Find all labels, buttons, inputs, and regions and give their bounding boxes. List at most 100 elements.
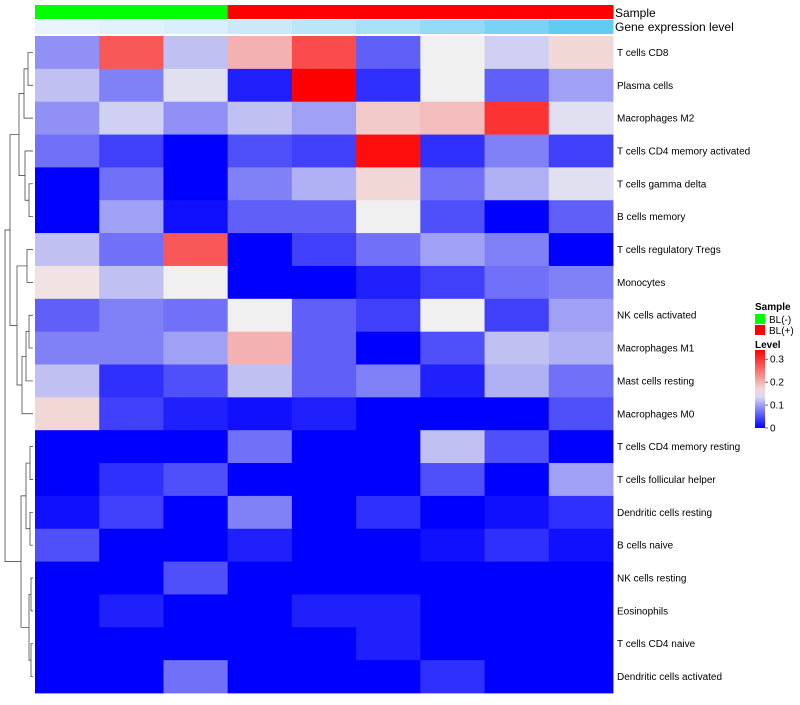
heatmap-cell xyxy=(35,660,100,694)
heatmap-cell xyxy=(35,68,100,103)
heatmap-cell xyxy=(35,364,100,398)
heatmap-cell xyxy=(548,430,614,464)
heatmap-cell xyxy=(356,463,421,497)
heatmap-cell xyxy=(227,200,293,234)
heatmap-cell xyxy=(99,495,164,530)
heatmap-cell xyxy=(291,627,357,661)
heatmap-cell xyxy=(548,101,614,135)
heatmap-cell xyxy=(163,364,229,398)
row-label: B cells naive xyxy=(617,541,674,552)
heatmap-cell xyxy=(548,36,614,70)
gene-expression-annotation-cell xyxy=(548,20,614,34)
heatmap-cell xyxy=(163,167,229,201)
heatmap-cell xyxy=(548,397,614,431)
heatmap-cell xyxy=(484,495,550,530)
heatmap-cell xyxy=(35,298,100,333)
dendrogram-branch xyxy=(4,229,21,562)
heatmap-cell xyxy=(35,101,100,135)
sample-annotation-cell xyxy=(484,5,550,19)
legend-level-title: Level xyxy=(755,340,781,351)
heatmap-cell xyxy=(484,101,550,135)
heatmap-cell xyxy=(163,101,229,135)
dendrogram-branch xyxy=(21,355,33,415)
gene-expression-annotation-cell xyxy=(35,20,100,34)
row-label: Mast cells resting xyxy=(617,376,694,387)
heatmap-cell xyxy=(356,101,421,135)
heatmap-cell xyxy=(99,68,164,103)
heatmap-cell xyxy=(356,200,421,234)
row-label: Monocytes xyxy=(617,278,665,289)
heatmap-cell xyxy=(35,528,100,562)
row-label: B cells memory xyxy=(617,212,685,223)
heatmap-cell xyxy=(163,397,229,431)
heatmap-cell xyxy=(35,134,100,168)
heatmap-cell xyxy=(291,561,357,595)
heatmap-cell xyxy=(291,463,357,497)
heatmap-cell xyxy=(227,463,293,497)
heatmap-cell xyxy=(484,660,550,694)
heatmap-cell xyxy=(227,495,293,530)
row-label: Macrophages M0 xyxy=(617,409,695,420)
sample-annotation-cell xyxy=(420,5,486,19)
heatmap-cell xyxy=(356,167,421,201)
heatmap-cell xyxy=(35,167,100,201)
gene-expression-annotation-cell xyxy=(227,20,293,34)
heatmap-cell xyxy=(548,594,614,628)
heatmap-cell xyxy=(227,36,293,70)
legend: Sample BL(-)BL(+) Level 0.3 0.2 0.1 0 xyxy=(755,302,794,435)
row-label: Plasma cells xyxy=(617,81,673,92)
sample-annotation-cell xyxy=(548,5,614,19)
sample-annotation-cell xyxy=(99,5,164,19)
row-labels: T cells CD8 Plasma cells Macrophages M2 T c… xyxy=(617,48,750,683)
heatmap-cell xyxy=(99,331,164,365)
heatmap-cell xyxy=(548,331,614,365)
heatmap-cell xyxy=(163,495,229,530)
heatmap-cell xyxy=(548,68,614,103)
heatmap-cell xyxy=(356,364,421,398)
heatmap-cell xyxy=(420,463,485,497)
heatmap-cell xyxy=(227,134,293,168)
heatmap-cell xyxy=(548,627,614,661)
heatmap-cell xyxy=(163,331,229,365)
row-label: T cells gamma delta xyxy=(617,179,707,190)
heatmap-cell xyxy=(227,594,293,628)
sample-annotation-cell xyxy=(356,5,421,19)
legend-level-tick-label: 0.1 xyxy=(770,401,784,412)
heatmap-cell xyxy=(420,265,485,300)
heatmap-cell xyxy=(356,331,421,365)
legend-level-tick-label: 0 xyxy=(770,424,776,435)
heatmap-cell xyxy=(356,430,421,464)
dendrogram-branch xyxy=(23,68,33,119)
row-label: Macrophages M1 xyxy=(617,344,695,355)
heatmap-cell xyxy=(163,298,229,333)
heatmap-cell xyxy=(99,200,164,234)
heatmap-cell xyxy=(291,430,357,464)
heatmap-cell xyxy=(227,298,293,333)
heatmap-cell xyxy=(420,68,485,103)
heatmap-cell xyxy=(99,167,164,201)
heatmap-cell xyxy=(99,430,164,464)
heatmap-cell xyxy=(99,660,164,694)
heatmap-cell xyxy=(163,265,229,300)
heatmap-cell xyxy=(99,561,164,595)
heatmap-cell xyxy=(35,430,100,464)
gene-expression-annotation-cell xyxy=(99,20,164,34)
heatmap-cell xyxy=(291,528,357,562)
heatmap-cell xyxy=(163,528,229,562)
row-label: T cells CD4 naive xyxy=(617,639,696,650)
heatmap-cell xyxy=(227,561,293,595)
heatmap-cell xyxy=(99,627,164,661)
row-label: NK cells resting xyxy=(617,574,686,585)
heatmap-cell xyxy=(548,265,614,300)
heatmap-cell xyxy=(163,200,229,234)
heatmap-cell xyxy=(548,167,614,201)
heatmap-cell xyxy=(291,134,357,168)
heatmap-cell xyxy=(420,134,485,168)
heatmap-cell xyxy=(548,134,614,168)
row-label: T cells CD4 memory activated xyxy=(617,146,750,157)
heatmap-cell xyxy=(420,561,485,595)
heatmap-cell xyxy=(420,167,485,201)
